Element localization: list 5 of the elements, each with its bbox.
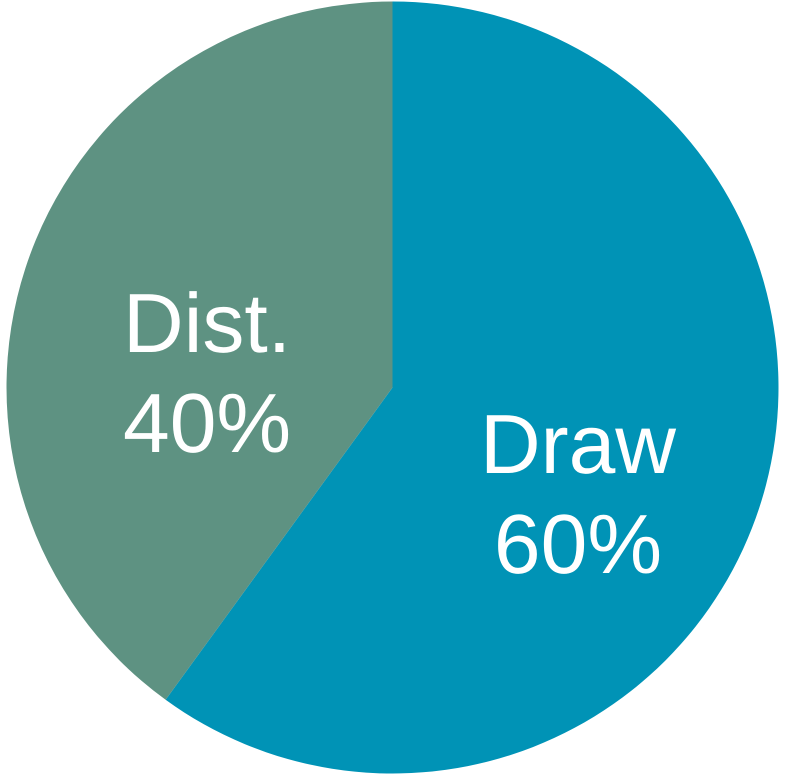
data-label: 60% [494, 496, 662, 591]
pie-slice [7, 2, 392, 700]
slice-label: Dist. [123, 276, 292, 370]
slice-label: Draw [480, 396, 676, 491]
data-label: 40% [122, 376, 292, 470]
